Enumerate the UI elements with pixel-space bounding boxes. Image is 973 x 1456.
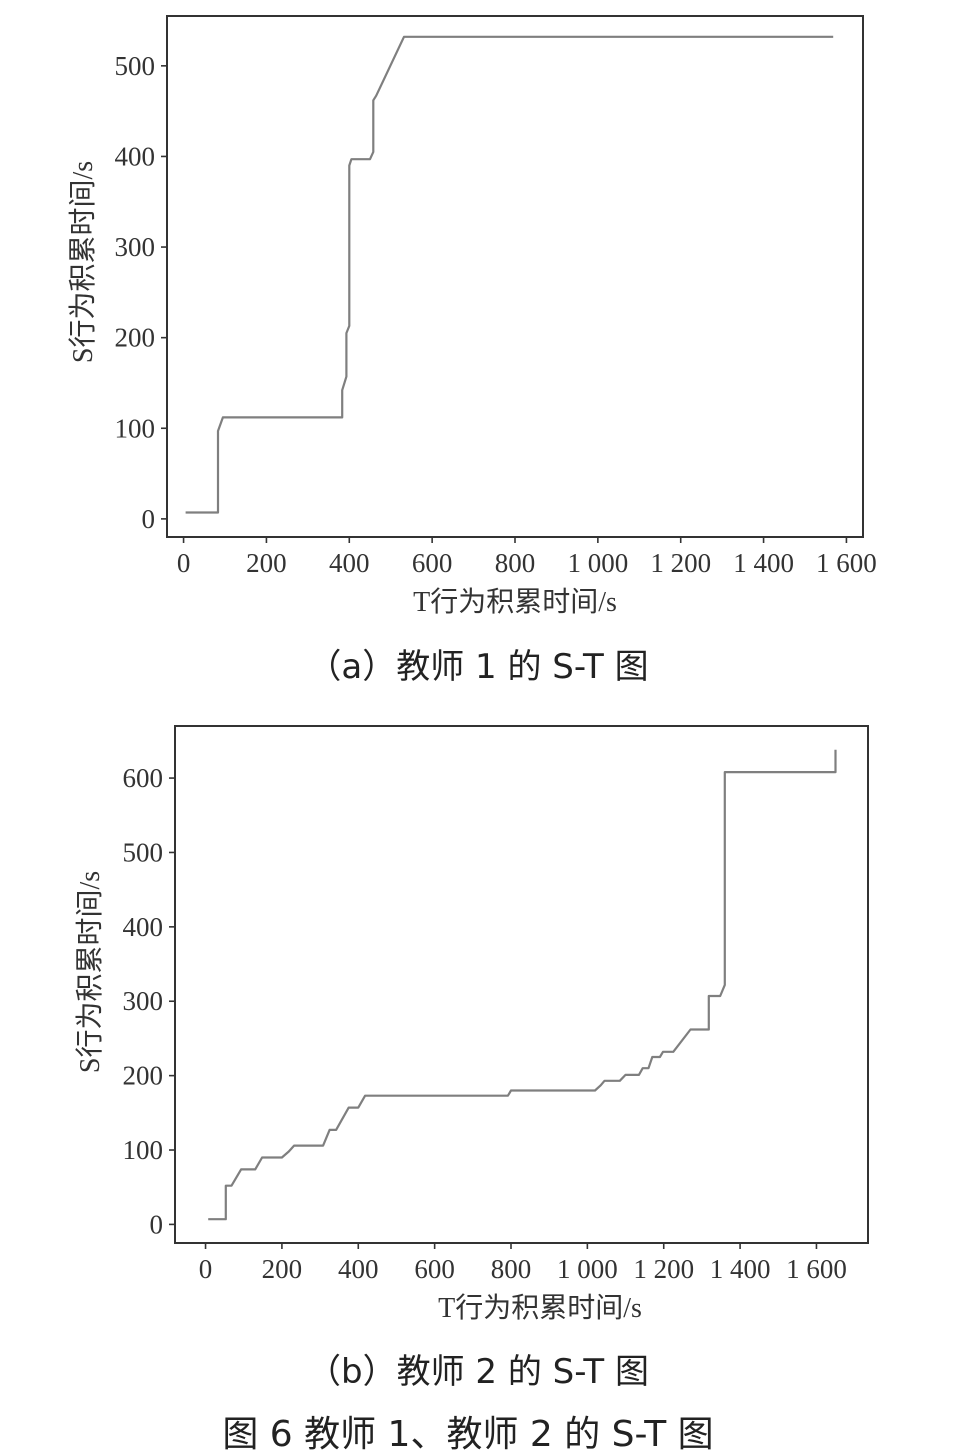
y-ticks-a: 0 100 200 300 400 500	[115, 51, 167, 534]
y-ticks-b: 0 100 200 300 400 500 600	[123, 763, 175, 1239]
x-ticks-b: 0 200 400 600 800 1 000 1 200 1 400 1 600	[199, 1243, 847, 1284]
x-tick-label: 1 600	[786, 1254, 847, 1284]
y-axis-label-b: S行为积累时间/s	[74, 871, 106, 1073]
x-tick-label: 800	[491, 1254, 532, 1284]
x-tick-label: 800	[495, 548, 536, 578]
x-tick-label: 1 200	[650, 548, 711, 578]
series-line-teacher-1	[185, 35, 834, 514]
plot-frame-b	[174, 725, 869, 1244]
figure-caption: 图 6 教师 1、教师 2 的 S-T 图	[222, 1414, 713, 1455]
y-tick-label: 300	[123, 986, 164, 1016]
x-tick-label: 1 400	[710, 1254, 771, 1284]
x-tick-label: 200	[246, 548, 287, 578]
x-tick-label: 1 000	[567, 548, 628, 578]
y-tick-label: 200	[123, 1061, 164, 1091]
x-tick-label: 1 200	[633, 1254, 694, 1284]
chart-caption-a: （a）教师 1 的 S-T 图	[307, 647, 648, 687]
chart-caption-b: （b）教师 2 的 S-T 图	[307, 1352, 649, 1392]
x-tick-label: 0	[177, 548, 191, 578]
x-tick-label: 600	[414, 1254, 455, 1284]
x-axis-label-b: T行为积累时间/s	[438, 1292, 642, 1324]
x-axis-label-a: T行为积累时间/s	[413, 586, 617, 618]
chart-panel-a: 0 200 400 600 800 1 000 1 200 1 400 1 600 0 100 20…	[67, 15, 877, 687]
y-tick-label: 600	[123, 763, 164, 793]
y-tick-label: 200	[115, 323, 156, 353]
x-tick-label: 1 400	[733, 548, 794, 578]
x-tick-label: 400	[329, 548, 370, 578]
y-axis-label-a: S行为积累时间/s	[67, 161, 99, 363]
x-tick-label: 400	[338, 1254, 379, 1284]
x-ticks-a: 0 200 400 600 800 1 000 1 200 1 400 1 600	[177, 537, 877, 578]
y-tick-label: 500	[115, 51, 156, 81]
x-tick-label: 0	[199, 1254, 213, 1284]
x-tick-label: 1 600	[816, 548, 877, 578]
y-tick-label: 0	[142, 504, 156, 534]
y-tick-label: 0	[150, 1209, 164, 1239]
x-tick-label: 1 000	[557, 1254, 618, 1284]
series-line-teacher-2	[208, 749, 837, 1221]
y-tick-label: 400	[123, 912, 164, 942]
y-tick-label: 500	[123, 837, 164, 867]
x-tick-label: 200	[262, 1254, 303, 1284]
y-tick-label: 100	[115, 413, 156, 443]
y-tick-label: 300	[115, 232, 156, 262]
plot-frame-a	[166, 15, 864, 538]
x-tick-label: 600	[412, 548, 453, 578]
y-tick-label: 400	[115, 141, 156, 171]
y-tick-label: 100	[123, 1135, 164, 1165]
chart-panel-b: 0 200 400 600 800 1 000 1 200 1 400 1 600 0 100 20…	[74, 725, 869, 1392]
